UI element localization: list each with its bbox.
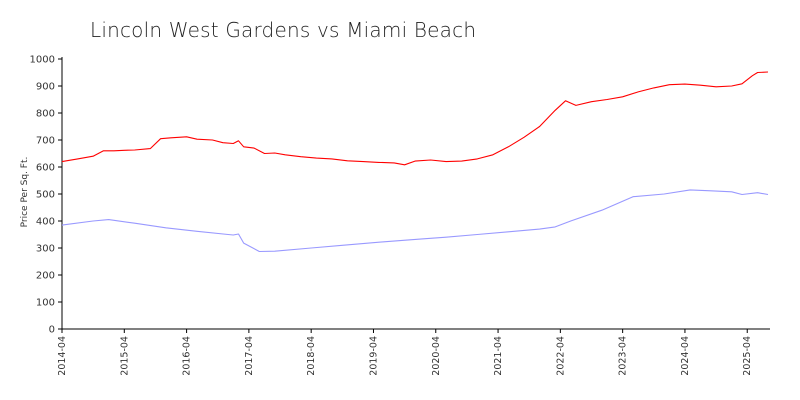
- x-tick-label: 2019-04: [368, 336, 379, 376]
- x-tick-label: 2014-04: [57, 336, 68, 376]
- y-tick-label: 700: [36, 136, 55, 147]
- y-tick-label: 900: [36, 82, 55, 93]
- x-tick-label: 2017-04: [244, 336, 255, 376]
- y-tick-label: 200: [36, 271, 55, 282]
- series-line-1: [61, 71, 769, 166]
- y-tick-label: 0: [49, 325, 55, 336]
- y-tick-label: 600: [36, 163, 55, 174]
- x-tick-label: 2022-04: [555, 336, 566, 376]
- x-tick-label: 2024-04: [680, 336, 691, 376]
- x-tick-label: 2020-04: [431, 336, 442, 376]
- x-tick-label: 2015-04: [119, 336, 130, 376]
- y-tick-label: 300: [36, 244, 55, 255]
- y-tick-label: 400: [36, 217, 55, 228]
- y-tick-label: 800: [36, 109, 55, 120]
- y-tick-label: 1000: [30, 55, 55, 66]
- x-tick-label: 2023-04: [618, 336, 629, 376]
- y-tick-label: 500: [36, 190, 55, 201]
- x-tick-label: 2016-04: [182, 336, 193, 376]
- chart-title: Lincoln West Gardens vs Miami Beach: [90, 18, 477, 42]
- x-tick-label: 2025-04: [742, 336, 753, 376]
- x-tick-label: 2021-04: [493, 336, 504, 376]
- series-line-2: [61, 189, 769, 253]
- y-tick-label: 100: [36, 298, 55, 309]
- x-tick-label: 2018-04: [306, 336, 317, 376]
